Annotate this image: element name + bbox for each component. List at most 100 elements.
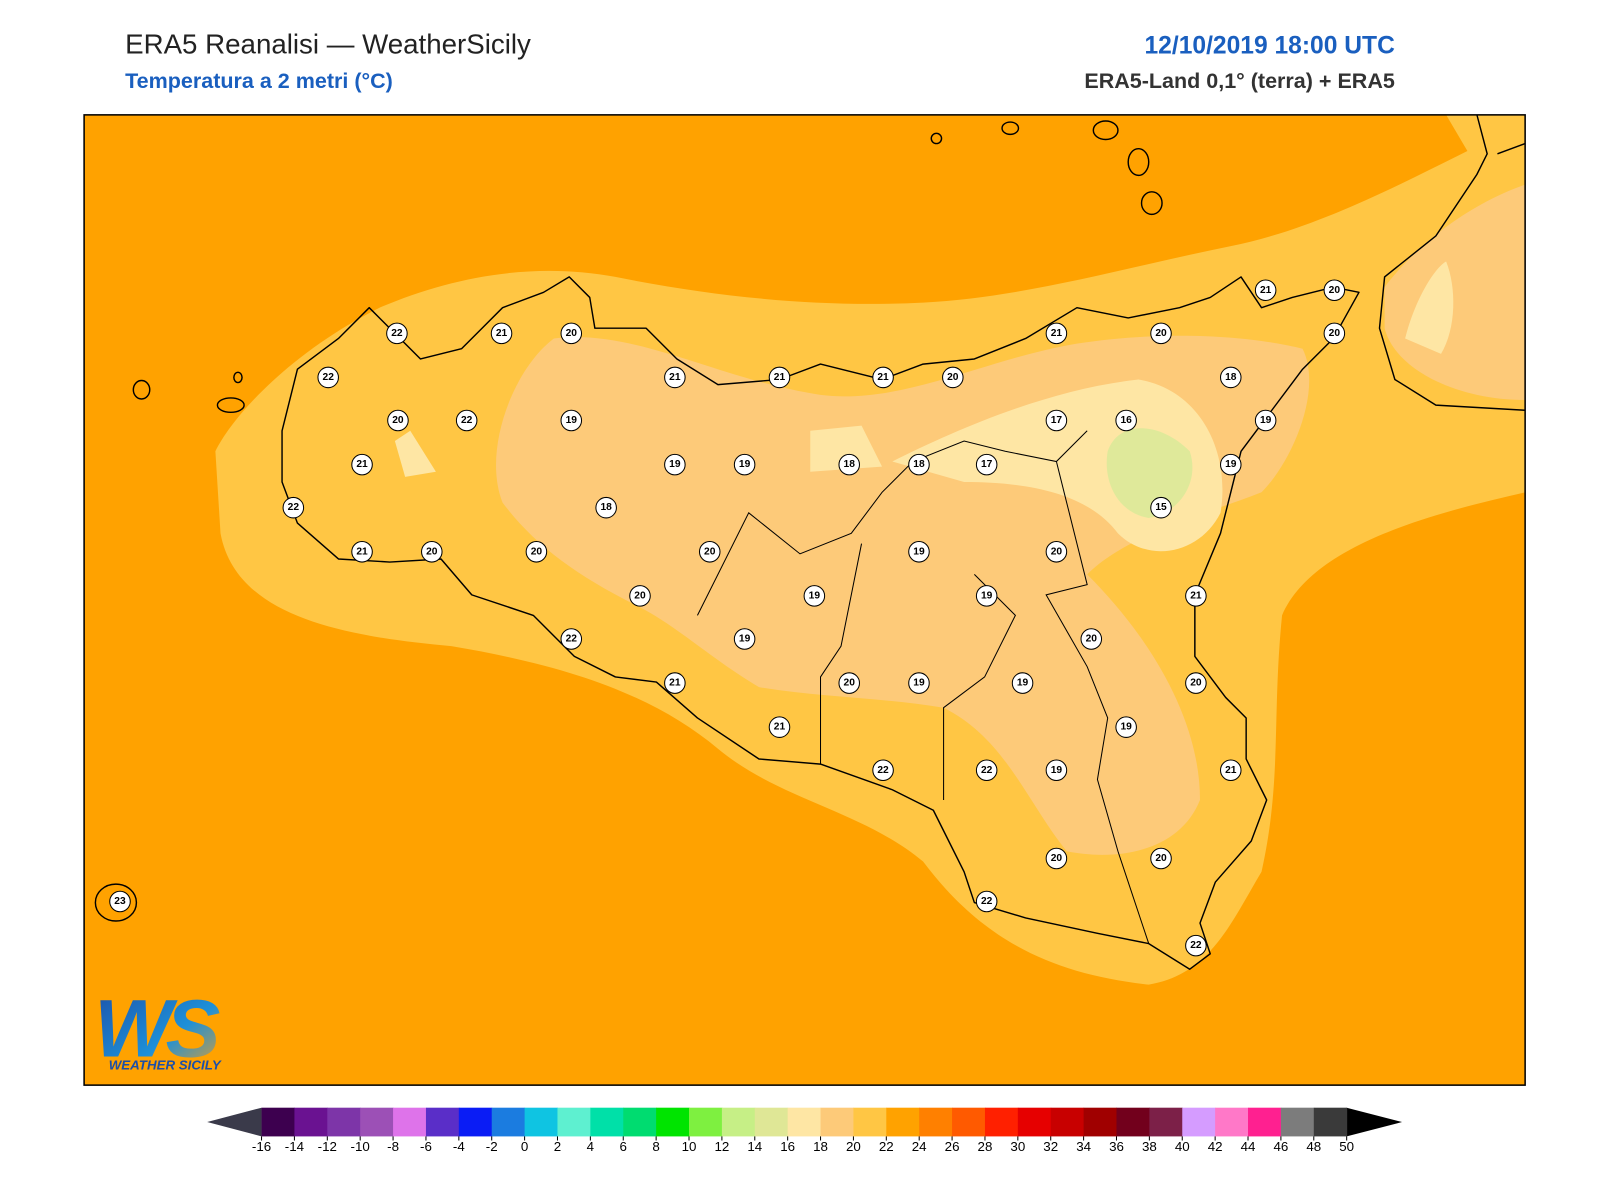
station-value: 20 bbox=[566, 328, 578, 339]
title: ERA5 Reanalisi — WeatherSicily bbox=[125, 28, 531, 59]
station-marker bbox=[317, 366, 339, 389]
contour-14 bbox=[1106, 428, 1193, 518]
colorbar-box bbox=[984, 1107, 1019, 1137]
colorbar-box bbox=[721, 1107, 756, 1137]
colorbar-box bbox=[1083, 1107, 1118, 1137]
colorbar-box bbox=[1116, 1107, 1150, 1137]
colorbar: -16 -14 -12 -10 -8 -6 -4 -2 0 2 4 6 8 10 12 14 16 18 20 22 2… bbox=[207, 1107, 1403, 1154]
station-marker bbox=[386, 322, 408, 345]
colorbar-box bbox=[689, 1107, 723, 1137]
station-marker bbox=[421, 541, 443, 563]
station-marker bbox=[1254, 409, 1277, 432]
station-marker bbox=[1323, 279, 1346, 302]
station-marker bbox=[1220, 366, 1242, 389]
colorbar-tick-label: -6 bbox=[420, 1139, 432, 1154]
station-marker bbox=[975, 453, 998, 476]
station-value: 19 bbox=[1120, 722, 1132, 733]
station-value: 19 bbox=[739, 459, 751, 470]
colorbar-tick-label: 26 bbox=[945, 1139, 960, 1154]
colorbar-tick-label: -8 bbox=[387, 1139, 399, 1154]
station-value: 20 bbox=[392, 415, 404, 426]
datetime: 12/10/2019 18:00 UTC bbox=[1144, 32, 1395, 59]
station-value: 19 bbox=[566, 415, 578, 426]
station-marker bbox=[803, 585, 826, 607]
station-marker bbox=[595, 496, 617, 519]
colorbar-box bbox=[360, 1107, 394, 1137]
station-value: 20 bbox=[1155, 853, 1167, 864]
station-marker bbox=[872, 366, 894, 389]
station-marker bbox=[975, 585, 998, 607]
colorbar-tick-label: 10 bbox=[682, 1139, 697, 1154]
colorbar-box bbox=[294, 1107, 328, 1137]
station-marker bbox=[768, 366, 791, 389]
source: ERA5-Land 0,1° (terra) + ERA5 bbox=[1084, 69, 1395, 93]
station-marker bbox=[351, 541, 373, 563]
station-value: 21 bbox=[669, 678, 681, 689]
colorbar-under bbox=[207, 1107, 262, 1137]
station-value: 18 bbox=[844, 459, 856, 470]
station-marker bbox=[664, 672, 686, 694]
station-marker bbox=[629, 585, 651, 607]
station-value: 21 bbox=[1190, 590, 1202, 601]
colorbar-tick-label: 28 bbox=[978, 1139, 993, 1154]
station-marker bbox=[1115, 409, 1137, 432]
colorbar-tick-label: -14 bbox=[285, 1139, 305, 1154]
station-value: 18 bbox=[913, 459, 925, 470]
station-value: 20 bbox=[1051, 853, 1063, 864]
colorbar-box bbox=[623, 1107, 657, 1137]
colorbar-box bbox=[491, 1107, 526, 1137]
station-value: 15 bbox=[1155, 502, 1167, 513]
colorbar-tick-label: 32 bbox=[1043, 1139, 1058, 1154]
station-marker bbox=[838, 672, 860, 694]
colorbar-box bbox=[754, 1107, 789, 1137]
station-marker bbox=[908, 672, 930, 694]
station-marker bbox=[1045, 759, 1068, 782]
station-value: 21 bbox=[1260, 285, 1272, 296]
colorbar-box bbox=[1280, 1107, 1315, 1137]
station-marker bbox=[1185, 672, 1207, 694]
station-value: 20 bbox=[1329, 328, 1341, 339]
station-marker bbox=[351, 453, 373, 476]
contour-16 bbox=[394, 425, 883, 477]
colorbar-tick-label: 30 bbox=[1010, 1139, 1025, 1154]
colorbar-box bbox=[1182, 1107, 1216, 1137]
colorbar-box bbox=[919, 1107, 953, 1137]
station-marker bbox=[872, 759, 894, 782]
station-marker bbox=[975, 890, 998, 913]
colorbar-box bbox=[1215, 1107, 1249, 1137]
station-marker bbox=[560, 628, 583, 650]
station-value: 20 bbox=[1329, 285, 1341, 296]
map-frame bbox=[83, 114, 1526, 1086]
station-value: 18 bbox=[600, 502, 612, 513]
colorbar-box bbox=[261, 1107, 295, 1137]
station-value: 20 bbox=[1155, 328, 1167, 339]
station-value: 22 bbox=[461, 415, 473, 426]
station-value: 17 bbox=[1051, 415, 1063, 426]
colorbar-box bbox=[656, 1107, 690, 1137]
station-value: 19 bbox=[1225, 459, 1237, 470]
colorbar-tick-label: -2 bbox=[486, 1139, 498, 1154]
colorbar-box bbox=[886, 1107, 920, 1137]
colorbar-box bbox=[952, 1107, 986, 1137]
station-value: 22 bbox=[391, 328, 403, 339]
station-marker bbox=[664, 366, 686, 389]
station-value: 19 bbox=[809, 590, 821, 601]
colorbar-tick-label: 14 bbox=[747, 1139, 762, 1154]
station-marker bbox=[838, 453, 860, 476]
colorbar-box bbox=[1313, 1107, 1348, 1137]
colorbar-tick-label: -4 bbox=[453, 1139, 465, 1154]
station-value: 21 bbox=[1225, 765, 1237, 776]
station-value: 19 bbox=[669, 459, 681, 470]
colorbar-tick-label: 2 bbox=[554, 1139, 561, 1154]
map: 22 21 20 22 21 21 21 20 21 20 21 20 20 18 20 22 19 17 16 19… bbox=[83, 114, 1526, 1086]
station-value: 20 bbox=[531, 546, 543, 557]
station-marker bbox=[664, 453, 686, 476]
colorbar-tick-label: 20 bbox=[846, 1139, 861, 1154]
station-value: 21 bbox=[496, 328, 508, 339]
station-value: 23 bbox=[114, 896, 126, 907]
logo: WS WEATHER SICILY bbox=[94, 983, 225, 1074]
station-value: 20 bbox=[844, 678, 856, 689]
station-marker bbox=[455, 409, 478, 432]
colorbar-tick-label: 6 bbox=[620, 1139, 627, 1154]
colorbar-box bbox=[458, 1107, 493, 1137]
